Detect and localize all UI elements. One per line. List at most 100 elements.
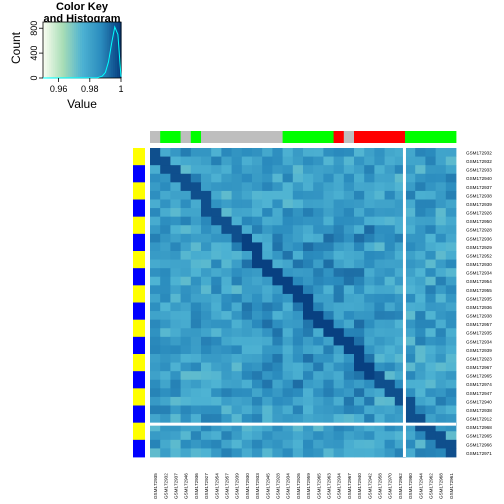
color-key-gradient-band [115, 22, 118, 78]
heatmap-cell [190, 173, 202, 183]
heatmap-cell [364, 259, 375, 269]
heatmap-cell [333, 319, 345, 329]
heatmap-cell [313, 388, 324, 398]
heatmap-cell [241, 405, 253, 415]
heatmap-cell [272, 165, 283, 175]
heatmap-cell [394, 354, 406, 363]
heatmap-cell [170, 405, 181, 415]
heatmap-cell [190, 396, 202, 406]
heatmap-cell [170, 259, 181, 269]
heatmap-cell [313, 439, 324, 449]
heatmap-cell [354, 319, 365, 329]
heatmap-cell [282, 371, 294, 381]
column-annotation-cell [364, 131, 375, 143]
heatmap-cell [231, 225, 243, 235]
heatmap-cell [262, 165, 273, 175]
column-annotation-cell [374, 131, 385, 143]
heatmap-cell [292, 379, 304, 389]
heatmap-cell [160, 396, 171, 406]
heatmap-cell [405, 216, 416, 226]
heatmap-cell [282, 388, 294, 398]
heatmap-cell [252, 216, 263, 226]
heatmap-cell [364, 302, 375, 312]
heatmap-cell [405, 448, 416, 458]
column-label: GSM172944 [418, 473, 423, 499]
heatmap-cell [394, 148, 406, 157]
heatmap-cell [323, 285, 334, 295]
heatmap-cell [150, 148, 161, 157]
heatmap-cell [303, 336, 314, 346]
heatmap-cell [313, 362, 324, 372]
heatmap-cell [435, 362, 447, 372]
heatmap-cell [435, 268, 447, 278]
heatmap-cell [272, 448, 283, 458]
color-key-y-tick-label: 0 [29, 75, 39, 80]
heatmap-cell [221, 362, 232, 372]
row-label: GSM172940 [466, 176, 492, 181]
column-annotation-cell [190, 131, 202, 143]
heatmap-cell [303, 225, 314, 235]
heatmap-cell [150, 336, 161, 346]
heatmap-cell [303, 414, 314, 424]
column-annotation-cell [323, 131, 334, 143]
row-label: GSM172936 [466, 236, 492, 241]
heatmap-cell [170, 336, 181, 346]
heatmap-cell [425, 422, 436, 432]
heatmap-cell [221, 156, 232, 166]
heatmap-cell [180, 165, 192, 175]
row-annotation-cell [133, 268, 145, 278]
heatmap-cell [384, 242, 396, 252]
heatmap-cell [394, 242, 406, 252]
heatmap-cell [354, 345, 365, 355]
heatmap-cell [150, 259, 161, 269]
heatmap-cell [201, 302, 212, 312]
column-annotation-cell [354, 131, 365, 143]
column-label: GSM172954 [214, 473, 219, 499]
heatmap-cell [272, 431, 283, 441]
heatmap-cell [252, 388, 263, 398]
heatmap-cell [170, 190, 181, 200]
heatmap-cell [150, 345, 161, 355]
heatmap-cell [231, 388, 243, 398]
heatmap-cell [160, 422, 171, 432]
row-annotation-cell [133, 431, 145, 441]
heatmap-cell [364, 439, 375, 449]
heatmap-cell [323, 311, 334, 321]
heatmap-cell [211, 379, 222, 389]
heatmap-cell [282, 182, 294, 192]
heatmap-cell [343, 439, 355, 449]
heatmap-cell [333, 311, 345, 321]
color-key-gradient-band [64, 22, 67, 78]
heatmap-cell [435, 354, 447, 363]
heatmap-cell [262, 208, 273, 218]
heatmap-cell [201, 396, 212, 406]
heatmap-cell [170, 225, 181, 235]
heatmap-cell [384, 439, 396, 449]
color-key-gradient-band [119, 22, 122, 78]
heatmap-cell [252, 285, 263, 295]
heatmap-cell [292, 431, 304, 441]
color-key-gradient-band [95, 22, 99, 78]
color-key-gradient-band [52, 22, 56, 78]
heatmap-cell [262, 242, 273, 252]
heatmap-cell [374, 336, 385, 346]
heatmap-cell [384, 293, 396, 303]
heatmap-cell [323, 165, 334, 175]
color-key-gradient-band [97, 22, 101, 78]
heatmap-cell [241, 371, 253, 381]
heatmap-cell [445, 173, 457, 183]
heatmap-cell [415, 379, 426, 389]
heatmap-cell [221, 414, 232, 424]
column-annotation-cell [160, 131, 171, 143]
heatmap-cell [150, 293, 161, 303]
heatmap-cell [435, 396, 447, 406]
heatmap-cell [354, 388, 365, 398]
heatmap-cell [323, 293, 334, 303]
heatmap-cell [303, 431, 314, 441]
heatmap-cell [343, 354, 355, 363]
heatmap-cell [292, 422, 304, 432]
heatmap-cell [292, 371, 304, 381]
heatmap-cell [374, 156, 385, 166]
row-annotation-cell [133, 199, 145, 209]
heatmap-cell [292, 276, 304, 286]
